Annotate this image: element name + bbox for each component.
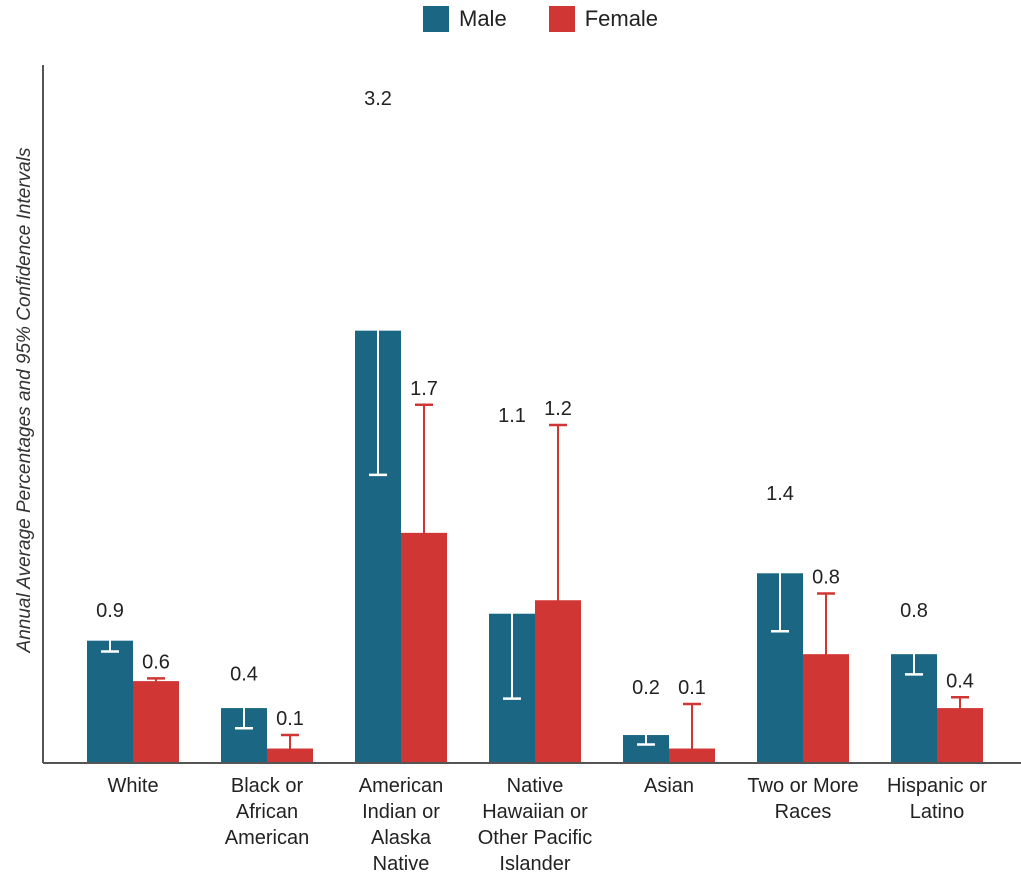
data-label-female-1: 0.1 <box>276 708 304 730</box>
x-tick-label-2: American Indian or Alaska Native <box>359 775 443 875</box>
legend-swatch-male <box>423 6 449 32</box>
x-tick-label-0: White <box>107 775 158 797</box>
x-tick-label-5: Two or More Races <box>747 775 858 823</box>
legend-item-female: Female <box>548 6 659 32</box>
data-label-female-6: 0.4 <box>946 670 974 692</box>
x-tick-label-6: Hispanic or Latino <box>887 775 987 823</box>
legend-label-female: Female <box>584 6 659 31</box>
data-label-male-0: 0.9 <box>96 600 124 622</box>
bar-male-0 <box>87 640 133 762</box>
data-label-female-4: 0.1 <box>678 677 706 699</box>
data-label-male-4: 0.2 <box>632 677 660 699</box>
data-label-female-5: 0.8 <box>812 567 840 589</box>
data-label-male-5: 1.4 <box>766 483 794 505</box>
x-tick-label-3: Native Hawaiian or Other Pacific Islander <box>478 775 592 875</box>
legend-label-male: Male <box>459 6 507 31</box>
bar-female-0 <box>133 681 179 762</box>
x-tick-label-4: Asian <box>644 775 694 797</box>
data-label-male-3: 1.1 <box>498 405 526 427</box>
bar-female-1 <box>267 748 313 762</box>
legend-swatch-female <box>548 6 575 32</box>
data-label-female-2: 1.7 <box>410 378 438 400</box>
data-label-female-3: 1.2 <box>544 398 572 420</box>
legend-item-male: Male <box>423 6 507 32</box>
data-label-male-2: 3.2 <box>364 88 392 110</box>
data-label-male-6: 0.8 <box>900 600 928 622</box>
data-label-female-0: 0.6 <box>142 651 170 673</box>
x-tick-label-1: Black or African American <box>225 775 309 849</box>
chart-legend: Male Female <box>423 6 700 32</box>
data-label-male-1: 0.4 <box>230 664 258 686</box>
